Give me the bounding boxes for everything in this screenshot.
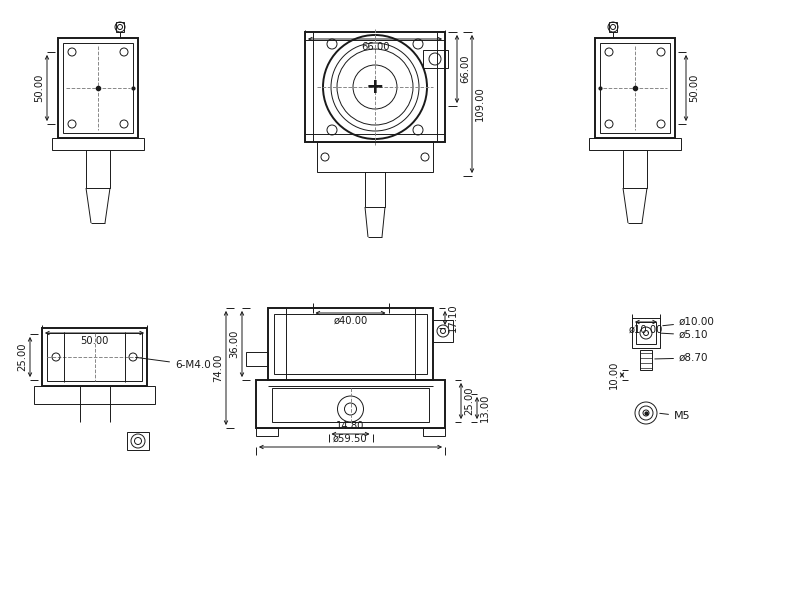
Bar <box>268 308 433 380</box>
Text: 50.00: 50.00 <box>81 336 109 346</box>
Text: 25.00: 25.00 <box>464 387 474 415</box>
Bar <box>423 50 448 68</box>
Bar <box>272 388 429 422</box>
Bar <box>256 428 278 436</box>
Text: ø40.00: ø40.00 <box>333 316 367 326</box>
Bar <box>433 320 453 342</box>
Text: 6-M4.0: 6-M4.0 <box>136 358 211 370</box>
Bar <box>640 350 652 370</box>
Text: 17.10: 17.10 <box>448 303 458 333</box>
Text: 10.00: 10.00 <box>609 361 619 389</box>
Text: 66.00: 66.00 <box>460 55 470 83</box>
Bar <box>47 333 142 381</box>
Bar <box>246 352 268 366</box>
Bar <box>423 428 445 436</box>
Text: ø10.00: ø10.00 <box>663 317 715 327</box>
Text: 13.00: 13.00 <box>480 394 490 422</box>
Text: ø8.70: ø8.70 <box>655 353 709 363</box>
Bar <box>52 138 144 150</box>
Bar <box>86 150 110 188</box>
Text: ø59.50: ø59.50 <box>333 434 368 444</box>
Bar <box>317 142 433 172</box>
Bar <box>632 318 660 348</box>
Bar <box>34 386 155 404</box>
Bar <box>595 38 675 138</box>
Bar <box>256 380 445 428</box>
Text: 50.00: 50.00 <box>689 74 699 102</box>
Bar <box>600 43 670 133</box>
Bar <box>58 38 138 138</box>
Text: 50.00: 50.00 <box>34 74 44 102</box>
Text: +: + <box>366 77 384 97</box>
Text: 74.00: 74.00 <box>213 354 223 382</box>
Bar <box>365 172 385 207</box>
Text: 109.00: 109.00 <box>475 86 485 122</box>
Text: 36.00: 36.00 <box>229 330 239 358</box>
Bar <box>274 314 427 374</box>
Text: 25.00: 25.00 <box>17 343 27 371</box>
Text: 14.80: 14.80 <box>337 421 365 431</box>
Text: 66.00: 66.00 <box>361 42 389 52</box>
Bar <box>63 43 133 133</box>
Text: ø5.10: ø5.10 <box>660 330 709 340</box>
Bar <box>589 138 681 150</box>
Bar <box>636 322 656 344</box>
Text: M5: M5 <box>660 411 690 421</box>
Bar <box>42 328 147 386</box>
Bar <box>623 150 647 188</box>
Bar <box>609 22 617 32</box>
Bar <box>305 32 445 142</box>
Bar <box>116 22 124 32</box>
Text: ø10.00: ø10.00 <box>629 325 663 335</box>
Bar <box>127 432 149 450</box>
